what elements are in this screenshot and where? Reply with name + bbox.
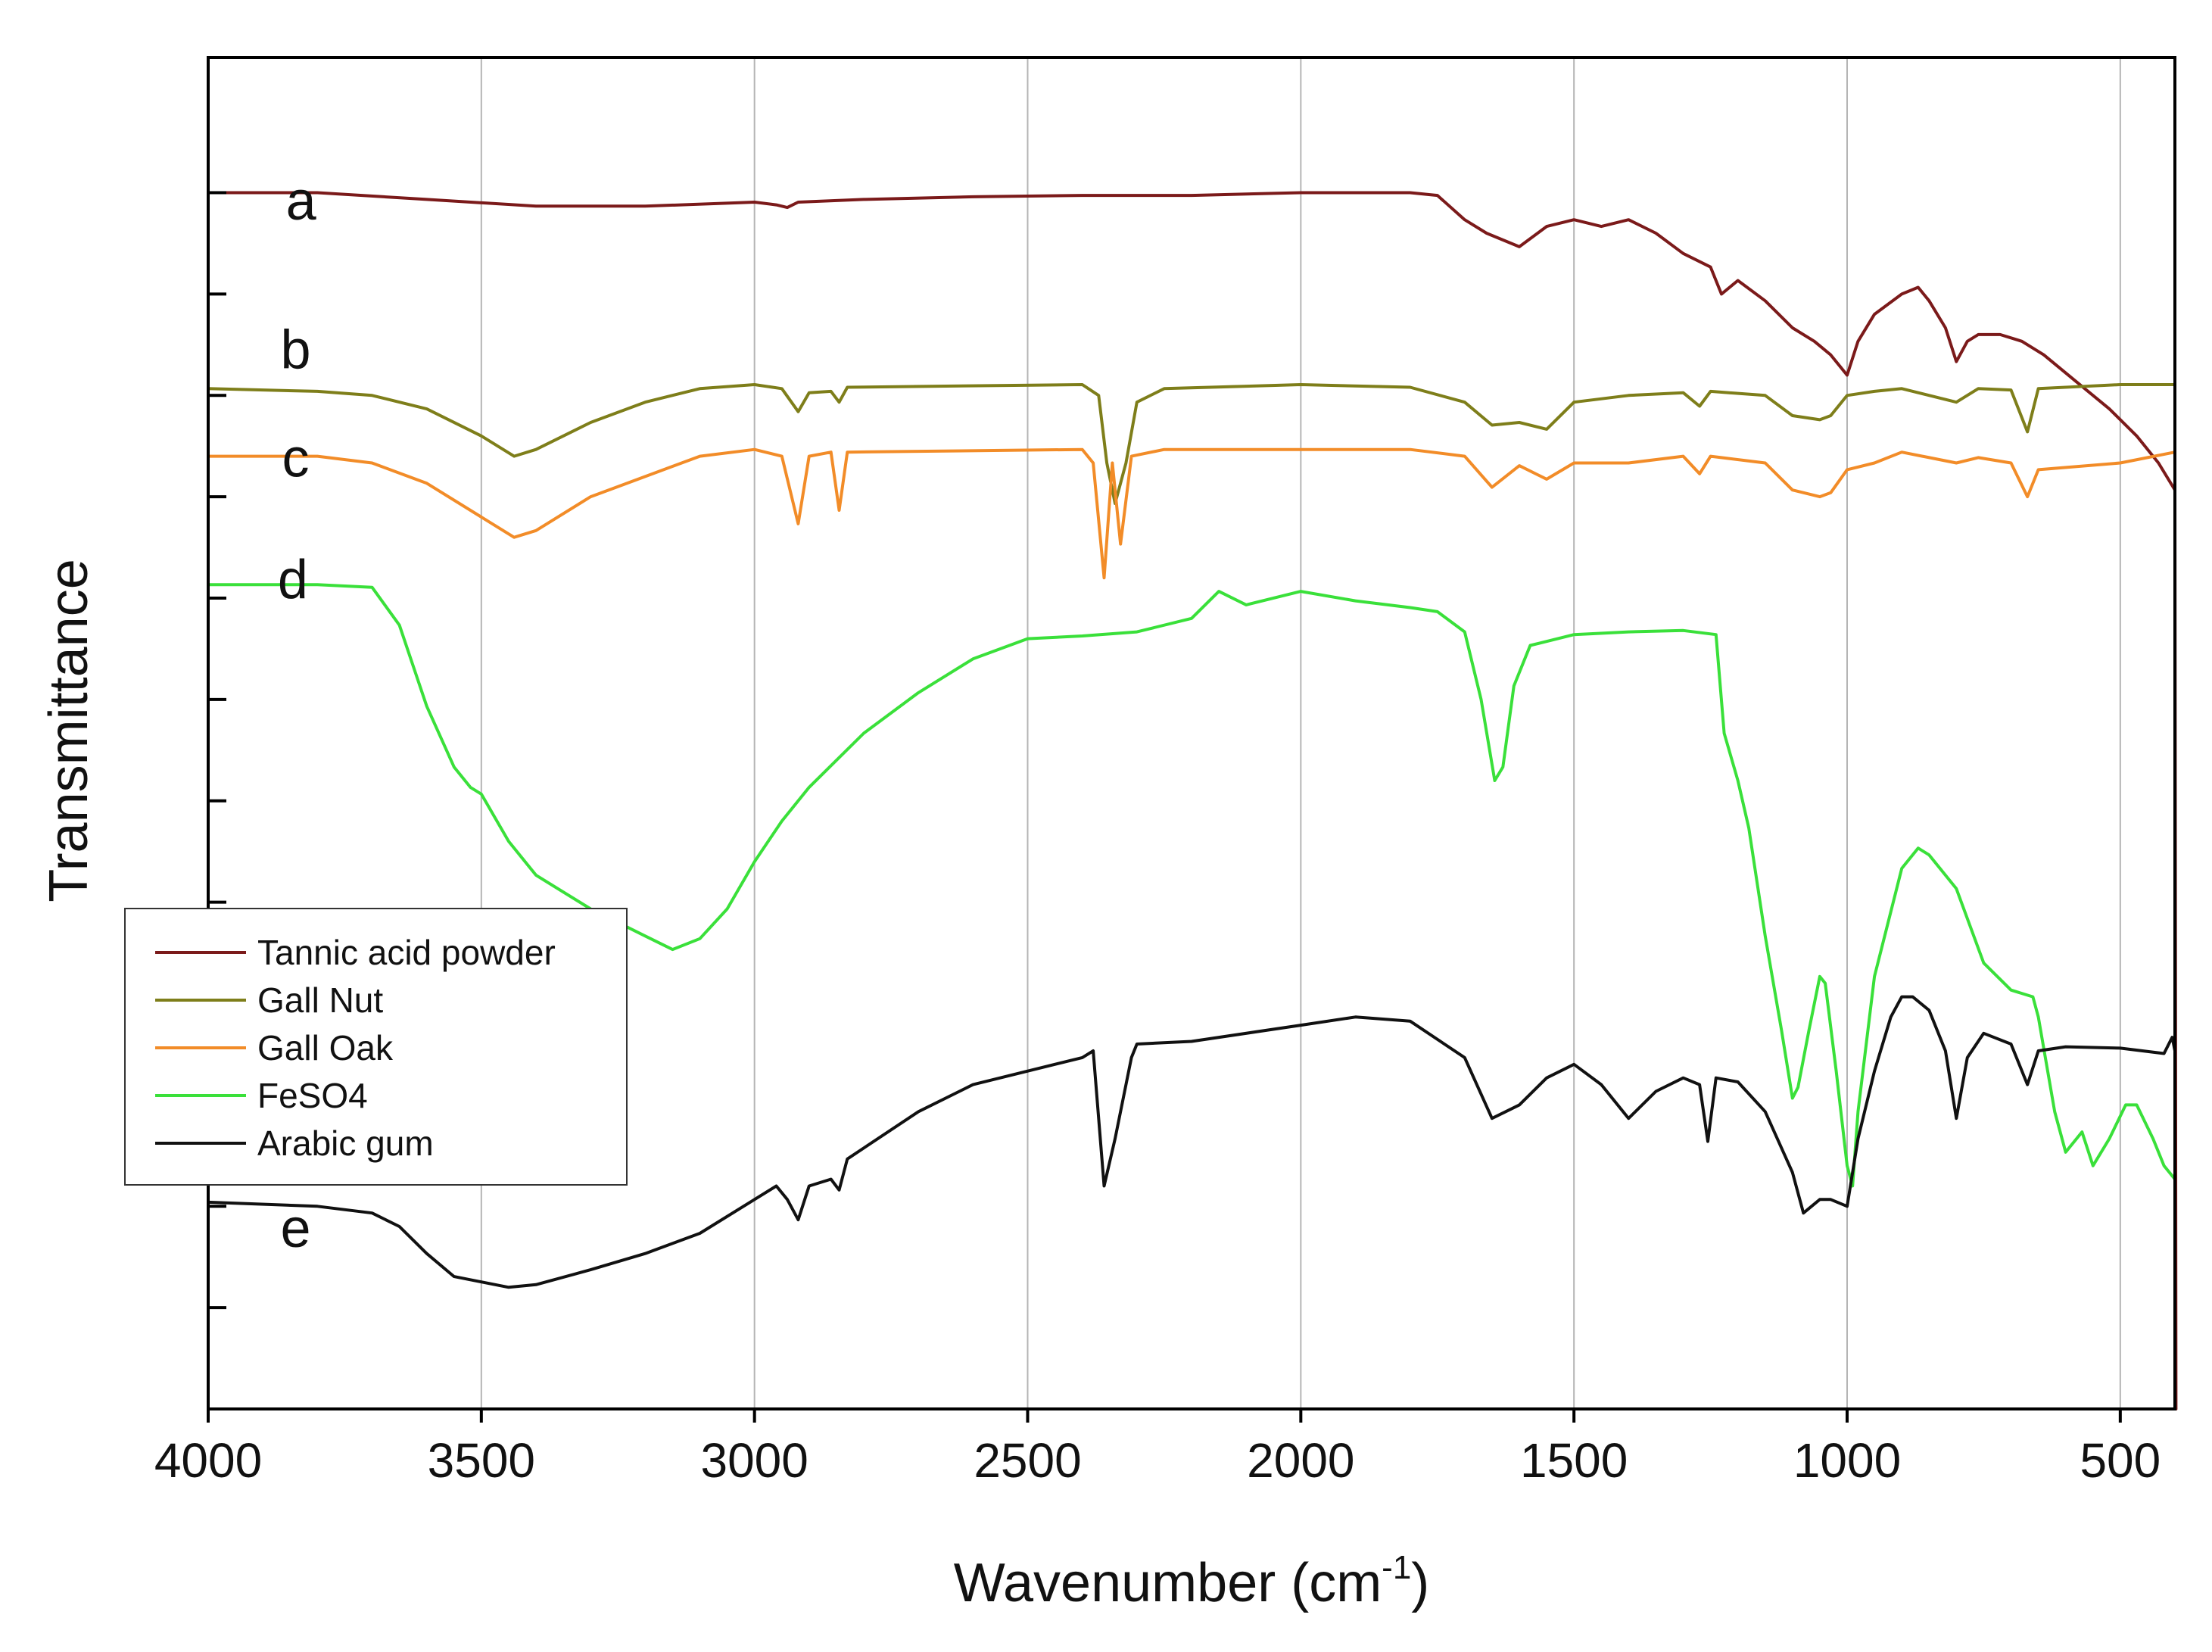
series-line-e bbox=[207, 995, 2176, 1289]
x-tick-label-500: 500 bbox=[2080, 1433, 2161, 1488]
x-axis-title-main: Wavenumber (cm bbox=[954, 1553, 1382, 1613]
x-tick-label-3500: 3500 bbox=[428, 1433, 535, 1488]
curve-label-d: d bbox=[278, 550, 308, 610]
legend-label-e: Arabic gum bbox=[257, 1124, 434, 1163]
curve-letter-labels: a bc d e bbox=[278, 171, 317, 1259]
y-axis-ticks bbox=[207, 191, 226, 1310]
x-axis-title: Wavenumber (cm-1) bbox=[954, 1549, 1430, 1613]
legend: Tannic acid powder Gall Nut Gall Oak FeSO4 A… bbox=[124, 908, 628, 1186]
x-tick-label-1500: 1500 bbox=[1520, 1433, 1628, 1488]
legend-label-a: Tannic acid powder bbox=[257, 933, 556, 972]
legend-label-b: Gall Nut bbox=[257, 980, 383, 1020]
curve-label-b: b bbox=[280, 320, 310, 381]
x-tick-label-3000: 3000 bbox=[700, 1433, 808, 1488]
x-tick-label-4000: 4000 bbox=[154, 1433, 262, 1488]
legend-label-d: FeSO4 bbox=[257, 1076, 368, 1115]
y-axis-title: Transmittance bbox=[39, 559, 99, 902]
curve-label-c: c bbox=[282, 428, 309, 488]
curve-label-a: a bbox=[286, 171, 317, 232]
x-axis-title-close: ) bbox=[1411, 1553, 1429, 1613]
series-line-c bbox=[207, 447, 2176, 580]
spectrum-curves bbox=[207, 191, 2178, 1410]
curve-label-e: e bbox=[280, 1198, 310, 1259]
x-tick-label-2000: 2000 bbox=[1247, 1433, 1354, 1488]
plot-frame bbox=[207, 56, 2176, 1410]
x-axis-ticks: 4000 3500 3000 2500 2000 1500 1000 500 bbox=[154, 1409, 2161, 1488]
x-gridlines bbox=[480, 58, 2121, 1409]
series-line-d bbox=[207, 583, 2176, 1188]
x-tick-label-1000: 1000 bbox=[1793, 1433, 1901, 1488]
x-axis-title-superscript: -1 bbox=[1382, 1549, 1411, 1586]
legend-items: Tannic acid powder Gall Nut Gall Oak FeSO4 A… bbox=[155, 933, 556, 1163]
legend-label-c: Gall Oak bbox=[257, 1028, 394, 1068]
series-line-b bbox=[207, 383, 2176, 505]
series-line-a bbox=[207, 191, 2178, 1410]
x-tick-label-2500: 2500 bbox=[974, 1433, 1081, 1488]
